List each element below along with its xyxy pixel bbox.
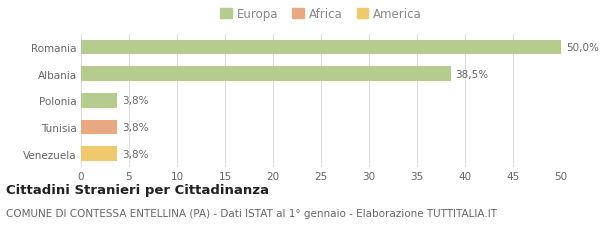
Text: 3,8%: 3,8% [122, 96, 149, 106]
Text: 50,0%: 50,0% [566, 43, 599, 53]
Legend: Europa, Africa, America: Europa, Africa, America [215, 3, 427, 25]
Text: 3,8%: 3,8% [122, 149, 149, 159]
Bar [81, 40, 561, 55]
Text: Cittadini Stranieri per Cittadinanza: Cittadini Stranieri per Cittadinanza [6, 183, 269, 196]
Text: COMUNE DI CONTESSA ENTELLINA (PA) - Dati ISTAT al 1° gennaio - Elaborazione TUTT: COMUNE DI CONTESSA ENTELLINA (PA) - Dati… [6, 208, 497, 218]
Bar [81, 120, 118, 135]
Bar [81, 147, 118, 161]
Bar [81, 67, 451, 82]
Text: 3,8%: 3,8% [122, 122, 149, 132]
Bar [81, 93, 118, 108]
Text: 38,5%: 38,5% [455, 69, 488, 79]
